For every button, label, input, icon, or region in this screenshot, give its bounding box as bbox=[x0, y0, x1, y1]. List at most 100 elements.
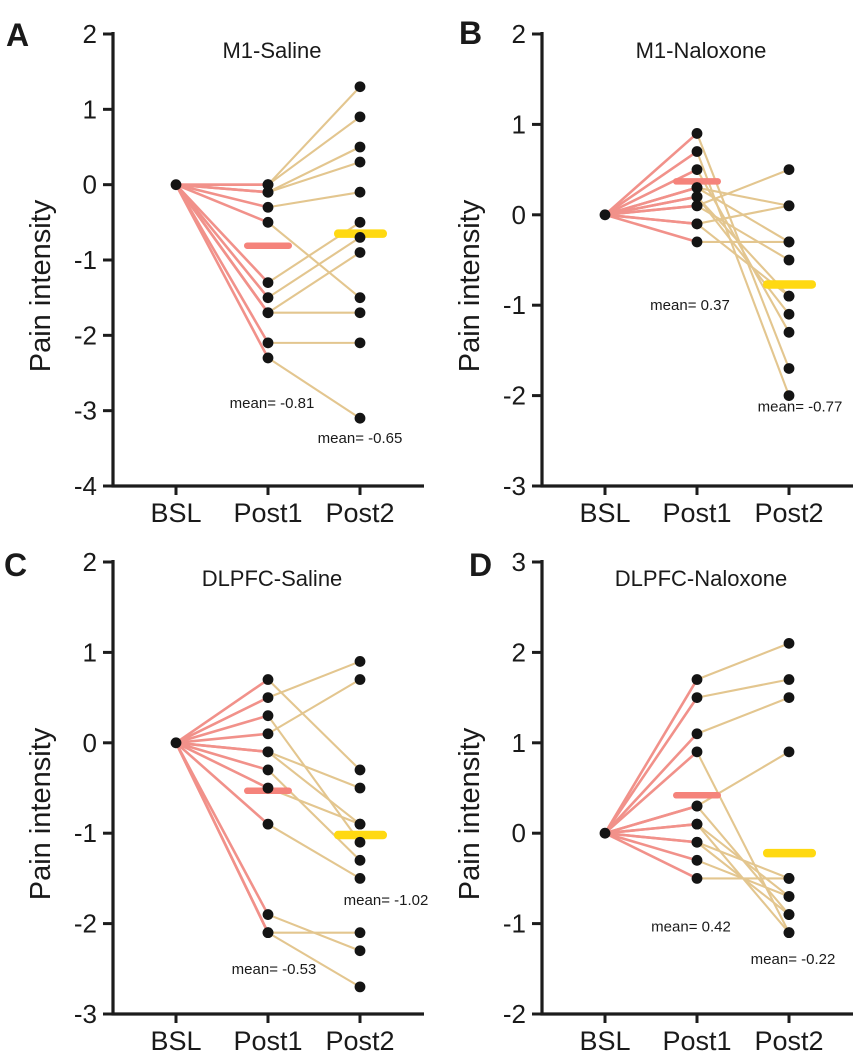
data-point-post1 bbox=[262, 746, 274, 758]
subject-line-bsl-post1 bbox=[604, 213, 698, 226]
mean-annotation: mean= -0.22 bbox=[751, 951, 836, 968]
data-point-bsl bbox=[599, 827, 611, 839]
mean-bar-post1 bbox=[673, 792, 721, 799]
mean-bar-post2 bbox=[334, 830, 387, 840]
subject-line-post1-post2 bbox=[267, 161, 361, 194]
data-point-post2 bbox=[354, 656, 366, 667]
data-point-post1 bbox=[262, 927, 274, 939]
data-point-post2 bbox=[354, 836, 366, 848]
subject-line-post1-post2 bbox=[696, 196, 790, 297]
data-point-bsl bbox=[170, 737, 182, 749]
y-tick-label: 2 bbox=[83, 547, 97, 577]
mean-annotation: mean= -0.65 bbox=[318, 430, 403, 447]
x-tick-label: Post2 bbox=[325, 498, 394, 528]
subject-line-bsl-post1 bbox=[604, 804, 698, 835]
subject-line-post1-post2 bbox=[267, 751, 361, 825]
subject-line-post1-post2 bbox=[267, 678, 361, 771]
subject-line-post1-post2 bbox=[696, 186, 790, 207]
subject-line-bsl-post1 bbox=[175, 741, 269, 754]
y-tick-label: -3 bbox=[503, 471, 526, 501]
data-point-post1 bbox=[262, 710, 274, 722]
data-point-post2 bbox=[783, 692, 795, 703]
y-tick-label: 0 bbox=[512, 818, 526, 848]
x-tick-label: Post1 bbox=[662, 1026, 731, 1056]
data-point-post2 bbox=[354, 981, 366, 993]
subject-line-post1-post2 bbox=[267, 715, 361, 843]
subject-line-post1-post2 bbox=[696, 696, 790, 735]
subject-line-bsl-post1 bbox=[604, 822, 698, 835]
data-point-post1 bbox=[691, 164, 703, 176]
panel-a-m1-saline: 2 1 0 -1 -2 -3 -4 BSL Post1 Post2 A M1-Saline Pain i… bbox=[0, 0, 429, 528]
y-tick-label: -1 bbox=[74, 818, 97, 848]
subject-line-bsl-post1 bbox=[175, 741, 269, 772]
subject-line-post1-post2 bbox=[267, 678, 361, 735]
subject-line-bsl-post1 bbox=[175, 678, 269, 744]
data-point-post1 bbox=[262, 307, 274, 319]
y-tick-label: -2 bbox=[74, 320, 97, 350]
subject-line-post1-post2 bbox=[267, 357, 361, 420]
y-axis-label: Pain intensity bbox=[25, 727, 57, 900]
data-point-post1 bbox=[262, 909, 274, 920]
data-point-post2 bbox=[354, 81, 366, 93]
x-tick-label: Post1 bbox=[233, 498, 302, 528]
subject-line-bsl-post1 bbox=[604, 831, 698, 862]
subject-line-post1-post2 bbox=[267, 787, 361, 826]
subject-line-bsl-post1 bbox=[175, 732, 269, 745]
subject-line-post1-post2 bbox=[267, 116, 361, 186]
subject-line-bsl-post1 bbox=[175, 183, 269, 209]
data-point-post1 bbox=[262, 186, 274, 198]
y-tick-label: 0 bbox=[83, 728, 97, 758]
data-point-post1 bbox=[691, 191, 703, 203]
data-point-post1 bbox=[691, 854, 703, 866]
subject-line-bsl-post1 bbox=[174, 184, 270, 359]
x-tick-label: Post1 bbox=[233, 1026, 302, 1056]
subject-line-bsl-post1 bbox=[604, 204, 698, 217]
panel-b-m1-naloxone: 2 1 0 -1 -2 -3 BSL Post1 Post2 B M1-Naloxone Pain i… bbox=[429, 0, 858, 528]
subject-line-bsl-post1 bbox=[174, 742, 270, 916]
data-point-post2 bbox=[354, 674, 366, 685]
data-point-post2 bbox=[354, 818, 366, 830]
subject-line-post1-post2 bbox=[267, 769, 361, 862]
subject-line-bsl-post1 bbox=[603, 678, 699, 834]
x-tick-label: BSL bbox=[150, 1026, 201, 1056]
data-point-post1 bbox=[691, 692, 703, 703]
data-point-post2 bbox=[354, 927, 366, 939]
data-point-post1 bbox=[691, 746, 703, 758]
data-point-post2 bbox=[354, 292, 366, 304]
y-tick-label: -1 bbox=[74, 245, 97, 275]
subject-line-post1-post2 bbox=[267, 660, 361, 699]
data-point-post2 bbox=[783, 927, 795, 939]
subject-line-post1-post2 bbox=[267, 86, 361, 186]
data-point-post2 bbox=[783, 909, 795, 920]
subject-line-bsl-post1 bbox=[175, 741, 269, 790]
data-point-post2 bbox=[783, 200, 795, 212]
mean-bar-post2 bbox=[763, 848, 816, 858]
data-point-post2 bbox=[354, 873, 366, 884]
subject-line-post1-post2 bbox=[267, 750, 361, 789]
y-tick-label: 0 bbox=[83, 170, 97, 200]
data-point-post2 bbox=[783, 254, 795, 266]
panel-letter: B bbox=[459, 15, 482, 51]
subject-line-bsl-post1 bbox=[175, 714, 269, 745]
data-point-bsl bbox=[599, 209, 611, 221]
subject-line-bsl-post1 bbox=[604, 831, 698, 844]
data-point-post2 bbox=[354, 337, 366, 349]
data-point-post2 bbox=[354, 186, 366, 198]
data-point-post2 bbox=[354, 156, 366, 168]
subject-line-bsl-post1 bbox=[604, 832, 698, 880]
subject-line-post1-post2 bbox=[267, 146, 361, 194]
subject-line-post1-post2 bbox=[267, 251, 361, 314]
data-point-post1 bbox=[262, 692, 274, 703]
subject-line-bsl-post1 bbox=[175, 741, 269, 826]
panel-title: DLPFC-Naloxone bbox=[615, 566, 787, 591]
data-point-post1 bbox=[262, 337, 274, 349]
data-point-post2 bbox=[783, 308, 795, 320]
subject-line-bsl-post1 bbox=[604, 195, 698, 217]
data-point-bsl bbox=[170, 179, 182, 191]
y-tick-label: 1 bbox=[512, 109, 526, 139]
data-point-post1 bbox=[691, 873, 703, 884]
subject-line-bsl-post1 bbox=[175, 183, 269, 194]
data-point-post1 bbox=[262, 179, 274, 191]
x-tick-label: BSL bbox=[579, 1026, 630, 1056]
data-point-post1 bbox=[691, 800, 703, 812]
